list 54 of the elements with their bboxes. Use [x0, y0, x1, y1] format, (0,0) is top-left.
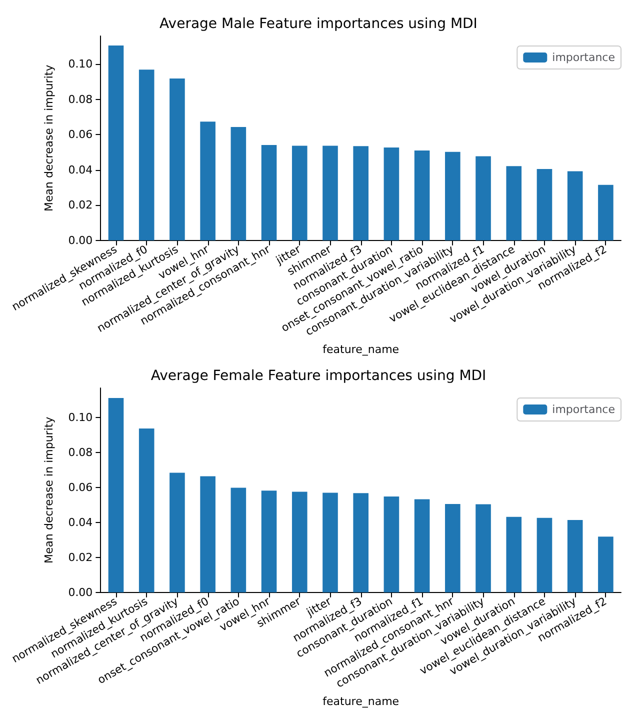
bar [598, 184, 614, 240]
y-axis-title: Mean decrease in impurity [42, 64, 56, 212]
bar [261, 490, 277, 592]
bar [322, 146, 338, 240]
bar [108, 398, 124, 592]
legend-label: importance [552, 403, 616, 416]
bar [353, 146, 368, 240]
bar [567, 520, 583, 592]
y-tick-label: 0.04 [68, 516, 93, 529]
y-tick-label: 0.06 [68, 481, 93, 494]
bar [476, 156, 491, 240]
bar [322, 492, 338, 592]
y-tick-label: 0.02 [68, 550, 93, 564]
bar [506, 166, 522, 240]
y-tick-label: 0.10 [68, 411, 93, 424]
x-axis-title: feature_name [322, 343, 400, 356]
bar [170, 78, 185, 240]
bar [200, 476, 216, 592]
y-axis-title: Mean decrease in impurity [42, 416, 56, 564]
bar [230, 127, 246, 240]
bar [414, 150, 430, 240]
bar [108, 46, 124, 240]
x-axis-title: feature_name [322, 695, 400, 708]
bar [445, 152, 460, 240]
bar [200, 122, 216, 240]
bar [170, 472, 185, 592]
bar [598, 536, 614, 592]
bar [353, 493, 368, 592]
y-tick-label: 0.02 [68, 198, 93, 212]
bar [476, 504, 491, 592]
bar [138, 428, 154, 592]
y-tick-label: 0.10 [68, 58, 93, 71]
y-tick-label: 0.00 [68, 234, 93, 247]
y-tick-label: 0.00 [68, 586, 93, 599]
bar [384, 147, 400, 240]
y-tick-label: 0.06 [68, 128, 93, 142]
bar [536, 168, 552, 240]
y-tick-label: 0.04 [68, 163, 93, 176]
bar [445, 504, 460, 592]
bar [567, 171, 583, 240]
y-tick-label: 0.08 [68, 92, 93, 106]
bar [261, 145, 277, 240]
bar [138, 70, 154, 240]
bar [292, 492, 308, 592]
bar [230, 488, 246, 592]
legend-label: importance [552, 51, 616, 64]
bar [506, 516, 522, 592]
bar [536, 518, 552, 592]
chart-title: Average Female Feature importances using MDI [150, 368, 486, 384]
chart-title: Average Male Feature importances using MDI [160, 16, 478, 32]
y-tick-label: 0.08 [68, 446, 93, 460]
bar [414, 499, 430, 592]
bar [292, 146, 308, 240]
bar [384, 496, 400, 592]
